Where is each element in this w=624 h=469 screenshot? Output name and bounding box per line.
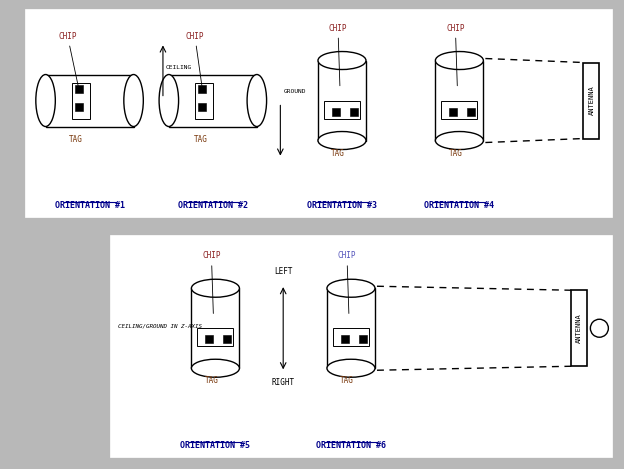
Ellipse shape xyxy=(318,131,366,150)
Bar xyxy=(449,107,457,115)
Text: TAG: TAG xyxy=(194,135,208,144)
Bar xyxy=(198,103,206,111)
Text: CHIP: CHIP xyxy=(185,31,204,90)
Ellipse shape xyxy=(192,279,240,297)
Bar xyxy=(198,84,206,92)
Text: TAG: TAG xyxy=(340,376,354,385)
Bar xyxy=(467,107,475,115)
Bar xyxy=(46,75,134,127)
Ellipse shape xyxy=(318,52,366,69)
Text: ORIENTATION #2: ORIENTATION #2 xyxy=(178,201,248,210)
Text: TAG: TAG xyxy=(205,376,218,385)
Bar xyxy=(223,335,232,343)
Bar xyxy=(332,107,340,115)
Bar xyxy=(436,61,484,141)
Ellipse shape xyxy=(159,75,178,127)
Text: ORIENTATION #5: ORIENTATION #5 xyxy=(180,441,250,450)
Bar xyxy=(572,290,587,366)
Bar xyxy=(350,107,358,115)
Text: CHIP: CHIP xyxy=(58,31,79,90)
Text: GROUND: GROUND xyxy=(283,89,306,93)
Ellipse shape xyxy=(36,75,56,127)
Bar xyxy=(341,335,349,343)
Bar xyxy=(318,61,366,141)
Ellipse shape xyxy=(436,131,484,150)
Text: CHIP: CHIP xyxy=(446,23,465,86)
Bar xyxy=(75,84,82,92)
Text: ORIENTATION #4: ORIENTATION #4 xyxy=(424,201,494,210)
Text: ORIENTATION #1: ORIENTATION #1 xyxy=(54,201,125,210)
Text: LEFT: LEFT xyxy=(274,267,293,276)
Bar xyxy=(169,75,257,127)
Text: CHIP: CHIP xyxy=(202,251,221,313)
Bar xyxy=(110,235,612,457)
Text: TAG: TAG xyxy=(449,149,462,158)
Text: TAG: TAG xyxy=(331,149,345,158)
Ellipse shape xyxy=(247,75,266,127)
Text: RIGHT: RIGHT xyxy=(271,378,295,387)
Bar xyxy=(75,103,82,111)
Text: ORIENTATION #3: ORIENTATION #3 xyxy=(307,201,377,210)
Bar xyxy=(25,9,612,217)
Bar xyxy=(441,100,477,119)
Bar xyxy=(195,83,213,119)
Text: TAG: TAG xyxy=(69,135,82,144)
Bar xyxy=(324,100,360,119)
Text: ORIENTATION #6: ORIENTATION #6 xyxy=(316,441,386,450)
Bar xyxy=(583,62,600,138)
Bar xyxy=(333,328,369,346)
Text: ANTENNA: ANTENNA xyxy=(577,313,582,343)
Text: ANTENNA: ANTENNA xyxy=(588,86,595,115)
Bar xyxy=(192,288,240,368)
Ellipse shape xyxy=(124,75,144,127)
Bar xyxy=(359,335,367,343)
Circle shape xyxy=(590,319,608,337)
Bar xyxy=(205,335,213,343)
Text: CHIP: CHIP xyxy=(329,23,347,86)
Ellipse shape xyxy=(327,359,375,377)
Bar xyxy=(72,83,90,119)
Bar xyxy=(197,328,233,346)
Ellipse shape xyxy=(327,279,375,297)
Text: CEILING/GROUND IN Z-AXIS: CEILING/GROUND IN Z-AXIS xyxy=(118,324,202,329)
Text: CEILING: CEILING xyxy=(166,65,192,69)
Ellipse shape xyxy=(192,359,240,377)
Text: CHIP: CHIP xyxy=(338,251,356,313)
Bar xyxy=(327,288,375,368)
Ellipse shape xyxy=(436,52,484,69)
